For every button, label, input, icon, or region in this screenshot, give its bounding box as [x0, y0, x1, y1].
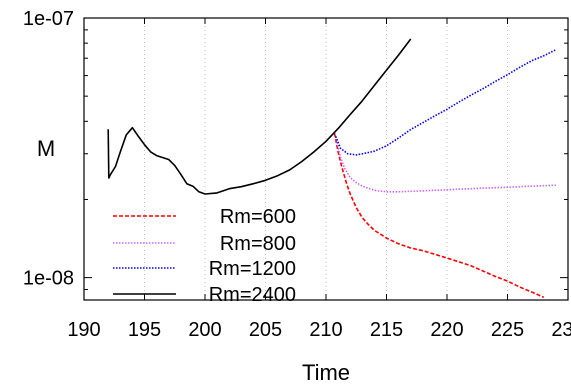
legend-label: Rm=800 [220, 233, 296, 255]
legend-label: Rm=1200 [209, 258, 296, 280]
x-tick-label: 205 [249, 319, 282, 341]
series-line-rm-600 [333, 133, 545, 299]
series-lines [107, 38, 557, 299]
y-tick-label: 1e-08 [23, 268, 74, 290]
x-tick-label: 200 [188, 319, 221, 341]
series-line-rm-2400 [107, 38, 412, 195]
legend: Rm=600 Rm=800 Rm=1200 Rm=2400 [113, 206, 296, 306]
x-axis-label: Time [302, 360, 350, 385]
grid [144, 18, 508, 300]
y-tick-label: 1e-07 [23, 8, 74, 30]
x-tick-label: 195 [128, 319, 161, 341]
x-tick-label: 230 [551, 319, 571, 341]
legend-label: Rm=600 [220, 206, 296, 228]
x-tick-label: 215 [370, 319, 403, 341]
plot-frame [83, 17, 569, 301]
x-tick-label: 210 [309, 319, 342, 341]
series-line-rm-1200 [334, 48, 557, 156]
x-tick-label: 225 [491, 319, 524, 341]
y-axis-label: M [37, 136, 55, 161]
series-line-rm-800 [334, 136, 556, 193]
legend-label: Rm=2400 [209, 284, 296, 306]
x-tick-label: 220 [430, 319, 463, 341]
x-tick-label: 190 [67, 319, 100, 341]
axis-ticks: 190 195 200 205 210 215 220 225 230 1e-08 1e-07 [23, 8, 571, 341]
